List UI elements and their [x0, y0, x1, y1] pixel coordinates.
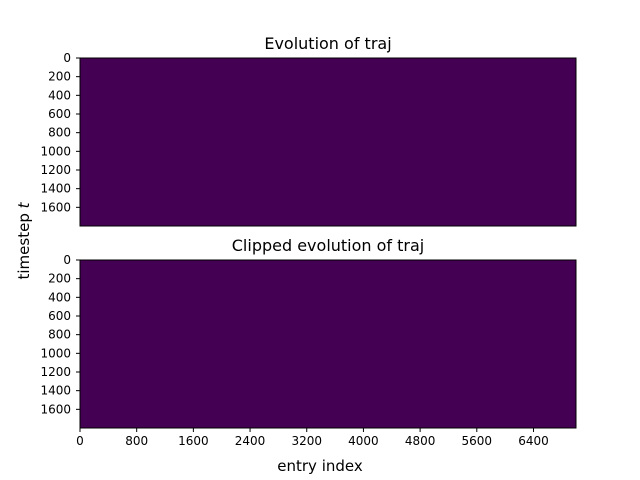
y-tick-label: 200	[48, 272, 71, 286]
x-tick-label: 800	[125, 434, 148, 448]
heatmap-panel-bottom: Clipped evolution of traj 0 200 400 600 800 1…	[40, 236, 577, 448]
heatmap-image-top	[80, 58, 576, 226]
y-axis-label-text: timestep	[15, 208, 33, 279]
y-axis-label-variable: t	[15, 201, 33, 208]
y-tick-label: 1000	[40, 346, 71, 360]
y-tick-label: 0	[63, 253, 71, 267]
y-ticks-top: 0 200 400 600 800 1000 1200 1400 1600	[40, 51, 80, 214]
x-tick-label: 4000	[348, 434, 379, 448]
y-tick-label: 1200	[40, 163, 71, 177]
y-tick-label: 1600	[40, 402, 71, 416]
y-tick-label: 600	[48, 107, 71, 121]
y-axis-label: timestep t	[15, 201, 33, 279]
y-tick-label: 400	[48, 88, 71, 102]
heatmap-panel-top: Evolution of traj 0 200 400 600 800 1000 1200 1…	[40, 34, 577, 227]
y-tick-label: 600	[48, 309, 71, 323]
axes-frame-top	[79, 57, 577, 227]
y-tick-label: 0	[63, 51, 71, 65]
x-tick-label: 0	[76, 434, 84, 448]
heatmap-image-bottom	[80, 260, 576, 428]
x-tick-label: 5600	[462, 434, 493, 448]
y-tick-label: 200	[48, 70, 71, 84]
x-tick-label: 6400	[518, 434, 549, 448]
x-tick-label: 3200	[291, 434, 322, 448]
y-tick-label: 1400	[40, 384, 71, 398]
y-tick-label: 1600	[40, 200, 71, 214]
y-tick-label: 1200	[40, 365, 71, 379]
x-axis-label: entry index	[277, 457, 363, 475]
y-tick-label: 1400	[40, 182, 71, 196]
axes-frame-bottom	[79, 259, 577, 429]
x-tick-label: 4800	[405, 434, 436, 448]
x-ticks-bottom: 0 800 1600 2400 3200 4000 4800 5600 6400	[76, 428, 549, 448]
y-tick-label: 800	[48, 328, 71, 342]
y-tick-label: 1000	[40, 144, 71, 158]
chart-title-top: Evolution of traj	[264, 34, 391, 53]
chart-title-bottom: Clipped evolution of traj	[232, 236, 425, 255]
y-tick-label: 400	[48, 290, 71, 304]
x-tick-label: 2400	[235, 434, 266, 448]
y-tick-label: 800	[48, 126, 71, 140]
x-tick-label: 1600	[178, 434, 209, 448]
y-ticks-bottom: 0 200 400 600 800 1000 1200 1400 1600	[40, 253, 80, 416]
